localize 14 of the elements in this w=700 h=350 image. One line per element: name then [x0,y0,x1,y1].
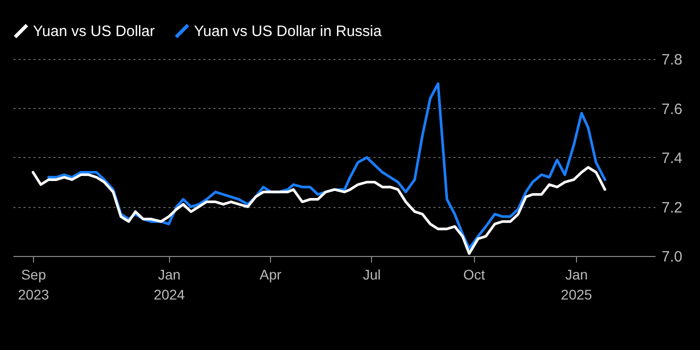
x-tick-label: Jan 2024 [154,266,186,302]
legend-label: Yuan vs US Dollar [33,23,155,40]
x-tick-label: Sep 2023 [18,266,50,302]
line-series [32,166,606,255]
legend-label: Yuan vs US Dollar in Russia [194,23,382,40]
x-tick-label: Oct [463,266,486,282]
x-tick-label: Apr [260,266,282,282]
y-tick-label: 7.6 [662,100,682,118]
x-tick-label: Jan 2025 [560,266,592,302]
x-tick-label: Jul [362,266,381,282]
y-tick-label: 7.2 [662,199,682,216]
y-tick-label: 7.4 [662,150,682,167]
y-tick-label: 7.0 [662,248,682,266]
y-tick-label: 7.8 [662,52,682,68]
